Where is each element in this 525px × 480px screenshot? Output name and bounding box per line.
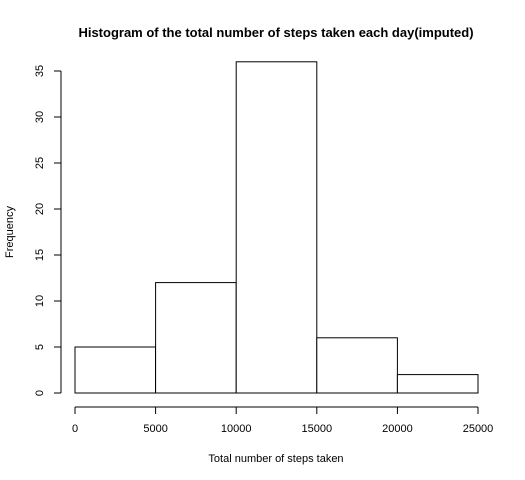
histogram-bar-3	[317, 338, 398, 393]
y-tick-label: 0	[34, 390, 46, 396]
y-tick-label: 10	[34, 295, 46, 307]
y-tick-label: 25	[34, 157, 46, 169]
y-tick-label: 5	[34, 344, 46, 350]
histogram-bar-1	[156, 283, 237, 393]
x-tick-label: 25000	[463, 423, 494, 435]
histogram-bar-0	[75, 347, 156, 393]
histogram-bar-2	[236, 62, 317, 393]
x-tick-label: 10000	[221, 423, 252, 435]
y-axis-label: Frequency	[4, 206, 16, 258]
histogram-bar-4	[397, 375, 478, 393]
y-tick-label: 35	[34, 65, 46, 77]
y-tick-label: 15	[34, 249, 46, 261]
x-axis-label: Total number of steps taken	[208, 453, 343, 465]
x-tick-label: 15000	[302, 423, 333, 435]
chart-title: Histogram of the total number of steps t…	[78, 25, 473, 40]
x-tick-label: 0	[72, 423, 78, 435]
y-tick-label: 20	[34, 203, 46, 215]
x-tick-label: 5000	[143, 423, 167, 435]
y-tick-label: 30	[34, 111, 46, 123]
x-tick-label: 20000	[382, 423, 413, 435]
